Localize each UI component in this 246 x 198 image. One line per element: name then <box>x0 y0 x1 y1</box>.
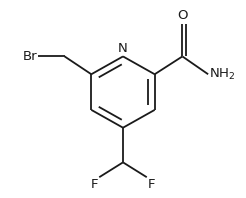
Text: O: O <box>177 9 188 22</box>
Text: F: F <box>91 178 98 191</box>
Text: Br: Br <box>23 50 37 63</box>
Text: NH$_2$: NH$_2$ <box>209 67 235 82</box>
Text: F: F <box>148 178 155 191</box>
Text: N: N <box>118 42 128 55</box>
